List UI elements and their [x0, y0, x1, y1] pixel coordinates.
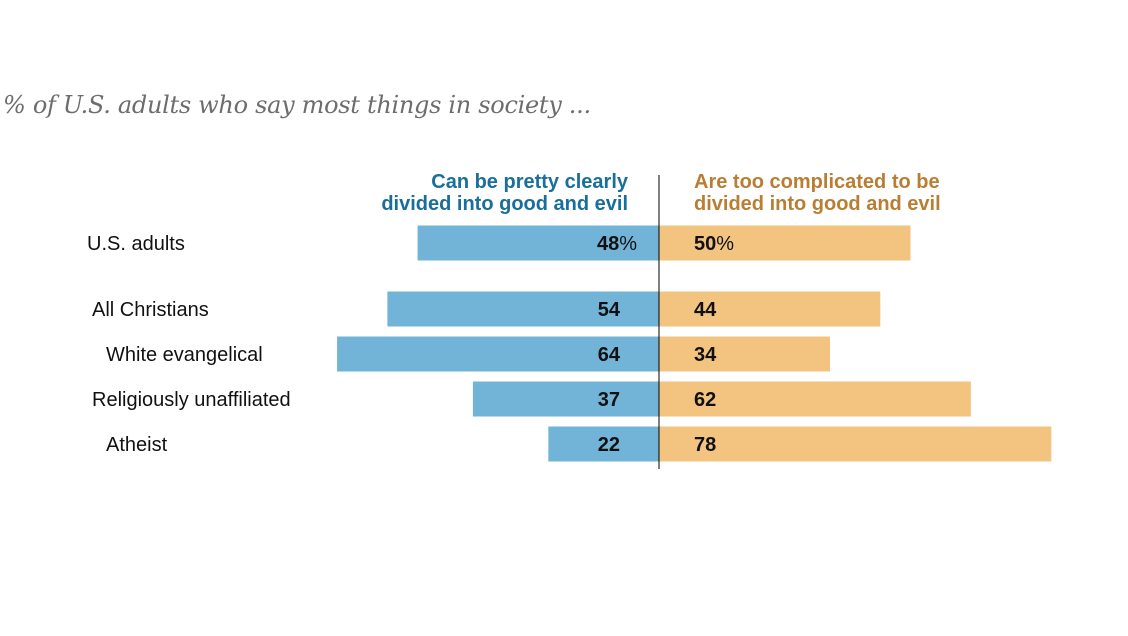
- bar-left: [548, 426, 659, 462]
- value-label-left: 64: [598, 344, 621, 366]
- category-label: Religiously unaffiliated: [92, 389, 291, 411]
- bar-left: [387, 291, 659, 327]
- bar-right: [659, 291, 881, 327]
- value-label-right: 50%: [694, 233, 734, 255]
- bar-left: [337, 336, 659, 372]
- bar-left: [472, 381, 659, 417]
- bar-right: [659, 225, 911, 261]
- value-label-right: 34: [694, 344, 717, 366]
- value-label-right: 78: [694, 434, 716, 456]
- category-label: Atheist: [106, 434, 168, 456]
- bar-left: [417, 225, 659, 261]
- bar-right: [659, 381, 971, 417]
- bar-right: [659, 336, 831, 372]
- value-label-right: 44: [694, 299, 717, 321]
- value-label-left: 22: [598, 434, 620, 456]
- bar-right: [659, 426, 1052, 462]
- value-label-left: 37: [598, 389, 620, 411]
- series-header-right-line: divided into good and evil: [694, 193, 941, 215]
- chart-subtitle: % of U.S. adults who say most things in …: [3, 91, 591, 119]
- value-label-left: 48%: [597, 233, 637, 255]
- category-label: White evangelical: [106, 344, 263, 366]
- category-label: All Christians: [92, 299, 209, 321]
- series-header-left-line: divided into good and evil: [381, 193, 628, 215]
- series-header-right-line: Are too complicated to be: [694, 171, 940, 193]
- category-label: U.S. adults: [87, 233, 185, 255]
- series-header-left-line: Can be pretty clearly: [431, 171, 629, 193]
- value-label-left: 54: [598, 299, 621, 321]
- value-label-right: 62: [694, 389, 716, 411]
